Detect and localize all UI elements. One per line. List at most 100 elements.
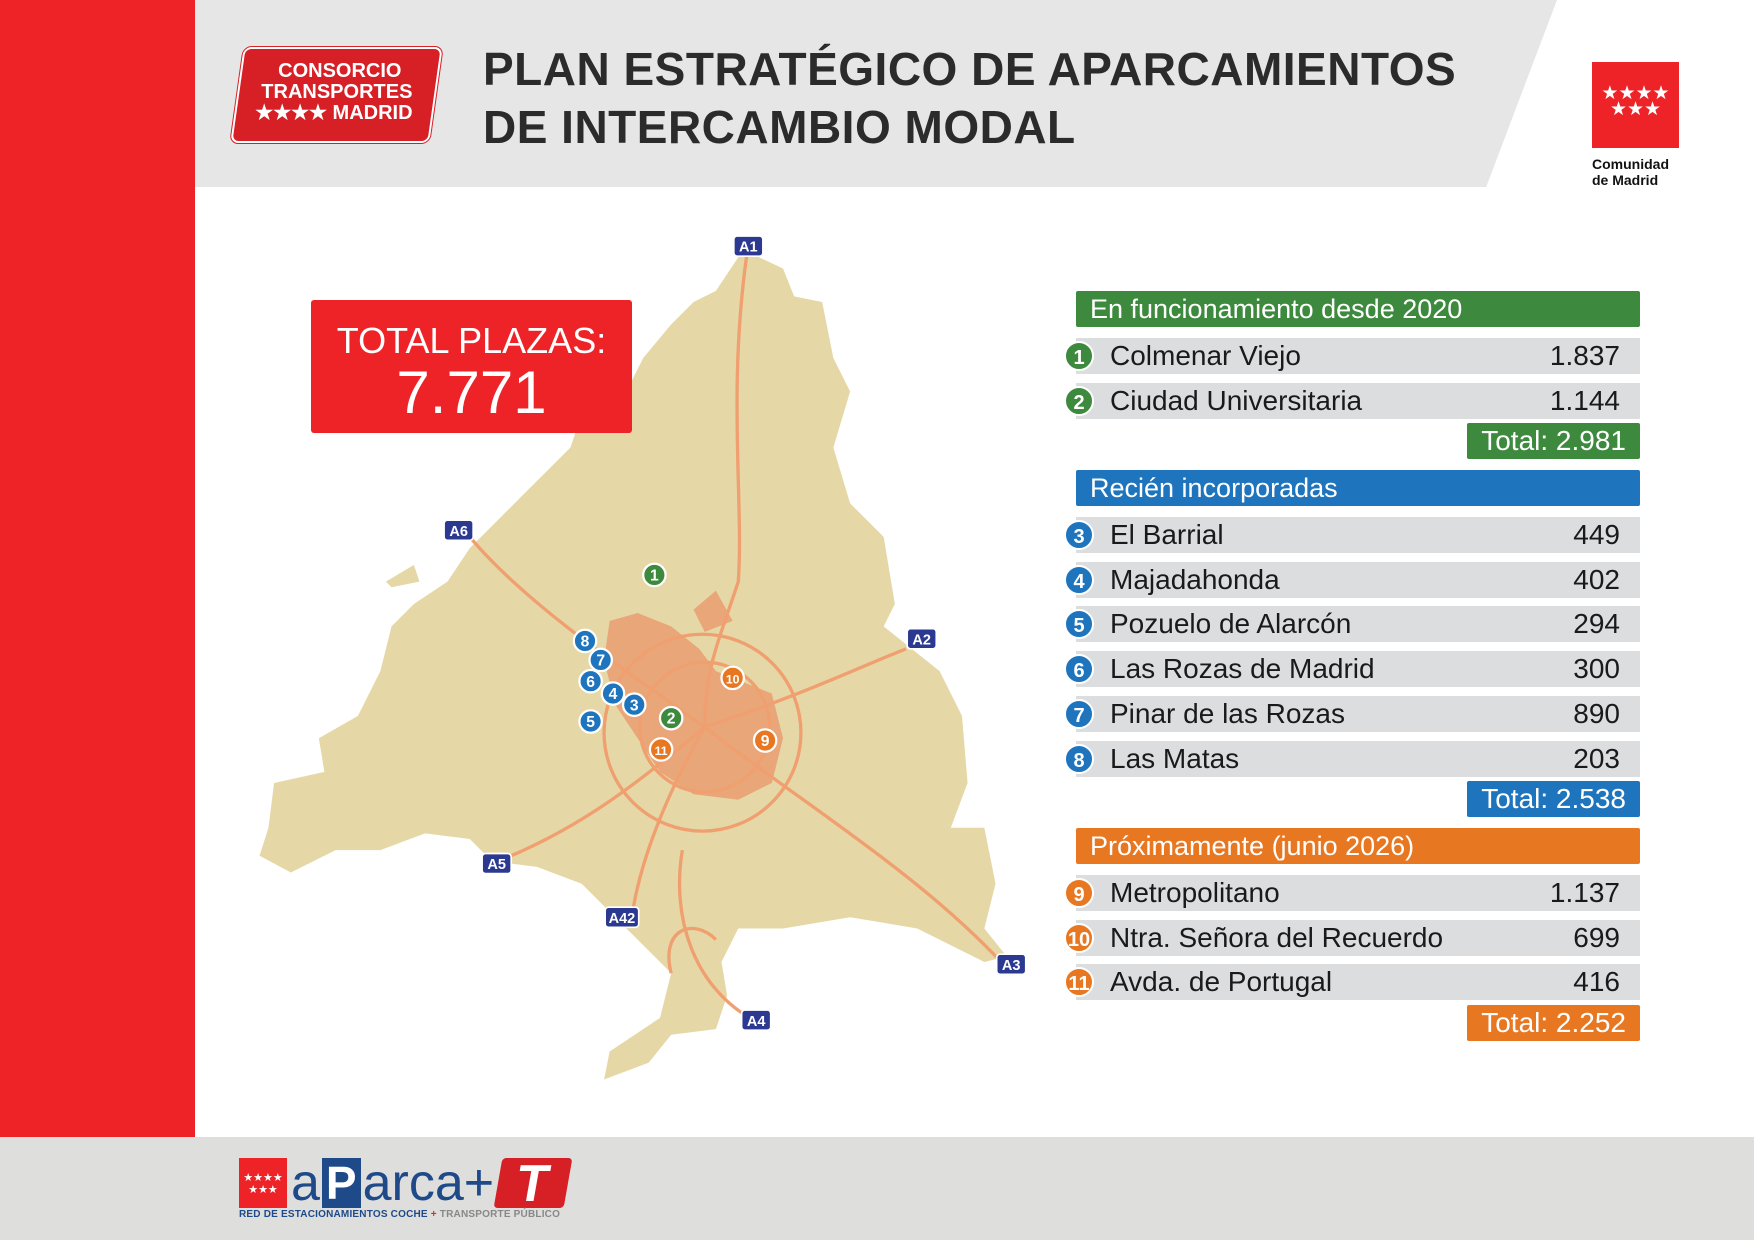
road-label-a2: A2 bbox=[906, 627, 938, 650]
map-marker-1: 1 bbox=[642, 562, 667, 588]
marker-number-badge: 8 bbox=[1064, 743, 1094, 774]
marker-number-badge: 6 bbox=[1064, 654, 1094, 685]
footer bbox=[0, 1137, 1754, 1240]
road-network bbox=[468, 251, 1003, 1020]
title-line: PLAN ESTRATÉGICO DE APARCAMIENTOS bbox=[483, 43, 1457, 95]
spaces-count: 416 bbox=[1573, 966, 1620, 998]
map-marker-5: 5 bbox=[578, 709, 603, 734]
list-item: 10 Ntra. Señora del Recuerdo 699 bbox=[1064, 919, 1640, 956]
spaces-count: 402 bbox=[1573, 563, 1620, 595]
tagline-text: COCHE bbox=[390, 1209, 428, 1220]
logo-text: de Madrid bbox=[1592, 172, 1659, 188]
map-marker-3: 3 bbox=[621, 692, 647, 718]
map-marker-6: 6 bbox=[578, 668, 603, 694]
spaces-count: 890 bbox=[1573, 697, 1620, 729]
road-name: A42 bbox=[609, 911, 636, 927]
map-marker-8: 8 bbox=[572, 628, 598, 654]
page-title: PLAN ESTRATÉGICO DE APARCAMIENTOS DE INT… bbox=[483, 40, 1456, 156]
section-total: Total: 2.981 bbox=[1467, 423, 1640, 460]
road-name: A4 bbox=[747, 1014, 766, 1030]
location-name: Metropolitano bbox=[1110, 877, 1280, 908]
marker-number: 7 bbox=[596, 653, 605, 670]
section-header: En funcionamiento desde 2020 bbox=[1076, 291, 1640, 327]
section-header: Próximamente (junio 2026) bbox=[1076, 828, 1640, 864]
total-plazas-box: TOTAL PLAZAS: 7.771 bbox=[311, 300, 632, 433]
title-line: DE INTERCAMBIO MODAL bbox=[483, 101, 1076, 153]
comunidad-madrid-logo: ★★★★ ★★★ bbox=[1592, 62, 1679, 148]
red-side-bar bbox=[0, 0, 195, 1137]
list-item: 2 Ciudad Universitaria 1.144 bbox=[1064, 382, 1640, 419]
madrid-city bbox=[604, 590, 784, 800]
total-value: 7.771 bbox=[396, 359, 547, 426]
marker-number: 2 bbox=[667, 711, 676, 728]
parking-p-icon: P bbox=[321, 1158, 361, 1208]
road-label-a5: A5 bbox=[481, 852, 513, 875]
list-item: 9 Metropolitano 1.137 bbox=[1064, 875, 1640, 911]
spaces-count: 449 bbox=[1573, 519, 1620, 550]
map-marker-7: 7 bbox=[588, 647, 613, 673]
marker-number: 5 bbox=[586, 714, 595, 731]
tagline-text: + bbox=[427, 1209, 440, 1220]
marker-number-badge: 7 bbox=[1064, 698, 1094, 729]
marker-number-badge: 4 bbox=[1064, 564, 1094, 595]
section-total: Total: 2.252 bbox=[1467, 1005, 1640, 1042]
logo-text: arca+ bbox=[362, 1154, 495, 1212]
marker-number-badge: 11 bbox=[1064, 967, 1094, 998]
list-item: 6 Las Rozas de Madrid 300 bbox=[1064, 651, 1640, 688]
road-name: A1 bbox=[739, 240, 758, 256]
location-name: Ntra. Señora del Recuerdo bbox=[1110, 921, 1444, 953]
map-marker-9: 9 bbox=[752, 728, 778, 753]
footer-tagline: RED DE ESTACIONAMIENTOS COCHE + TRANSPOR… bbox=[239, 1209, 560, 1220]
spaces-count: 1.137 bbox=[1549, 877, 1620, 908]
location-name: Pozuelo de Alarcón bbox=[1110, 608, 1352, 640]
road-label-a3: A3 bbox=[995, 953, 1027, 976]
location-name: Las Rozas de Madrid bbox=[1110, 653, 1375, 685]
marker-number-badge: 5 bbox=[1064, 609, 1094, 640]
section-total: Total: 2.538 bbox=[1467, 781, 1640, 818]
road-name: A5 bbox=[487, 857, 506, 873]
list-item: 1 Colmenar Viejo 1.837 bbox=[1064, 338, 1640, 374]
tagline-text: RED DE ESTACIONAMIENTOS bbox=[239, 1209, 391, 1220]
map-marker-2: 2 bbox=[658, 705, 684, 731]
location-name: Las Matas bbox=[1110, 742, 1240, 774]
logo-text: a bbox=[291, 1154, 320, 1212]
location-name: Avda. de Portugal bbox=[1110, 966, 1333, 998]
spaces-count: 203 bbox=[1573, 742, 1620, 774]
marker-number-badge: 10 bbox=[1064, 922, 1094, 953]
comunidad-madrid-text: Comunidad de Madrid bbox=[1592, 156, 1669, 188]
road-label-a6: A6 bbox=[443, 519, 475, 542]
road-name: A6 bbox=[449, 524, 468, 540]
logo-text: Comunidad bbox=[1592, 156, 1669, 172]
section-header: Recién incorporadas bbox=[1076, 470, 1640, 506]
marker-number: 11 bbox=[655, 744, 668, 758]
transport-t-icon: T bbox=[493, 1155, 573, 1213]
marker-number-badge: 9 bbox=[1064, 878, 1094, 908]
map-marker-11: 11 bbox=[648, 737, 674, 762]
tagline-text: TRANSPORTE PÚBLICO bbox=[439, 1209, 561, 1220]
road-label-a4: A4 bbox=[740, 1009, 772, 1032]
list-item: 8 Las Matas 203 bbox=[1064, 740, 1640, 777]
marker-number: 10 bbox=[726, 672, 740, 686]
star-logo: ★★★★ ★★★ bbox=[239, 1158, 287, 1208]
road-name: A3 bbox=[1002, 958, 1021, 974]
location-name: El Barrial bbox=[1110, 519, 1224, 550]
road-label-a1: A1 bbox=[732, 235, 764, 257]
map-marker-10: 10 bbox=[720, 665, 745, 691]
location-name: Colmenar Viejo bbox=[1110, 340, 1301, 371]
marker-number: 9 bbox=[761, 733, 770, 750]
marker-number: 8 bbox=[581, 634, 590, 651]
list-item: 3 El Barrial 449 bbox=[1064, 517, 1640, 553]
list-item: 11 Avda. de Portugal 416 bbox=[1064, 964, 1640, 1001]
road-label-a42: A42 bbox=[604, 906, 640, 929]
map-marker-4: 4 bbox=[600, 681, 626, 706]
total-label: TOTAL PLAZAS: bbox=[336, 320, 607, 361]
aparca-t-logo: ★★★★ ★★★ a P arca+ T bbox=[239, 1154, 573, 1213]
marker-number-badge: 1 bbox=[1064, 341, 1094, 371]
list-item: 5 Pozuelo de Alarcón 294 bbox=[1064, 606, 1640, 643]
marker-number: 3 bbox=[630, 697, 639, 714]
marker-number: 1 bbox=[650, 568, 659, 585]
marker-number-badge: 3 bbox=[1064, 520, 1094, 550]
marker-number: 6 bbox=[586, 674, 595, 691]
location-name: Ciudad Universitaria bbox=[1110, 384, 1363, 416]
